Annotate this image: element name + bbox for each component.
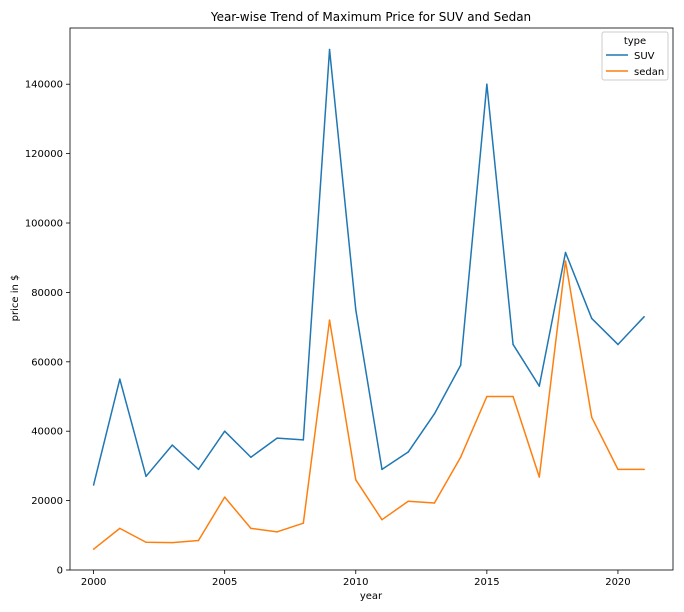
data-point-sedan [433, 502, 436, 504]
data-point-suv [250, 456, 252, 458]
y-tick-label: 120000 [25, 149, 63, 160]
legend-title: type [624, 36, 646, 47]
data-point-sedan [459, 456, 462, 458]
y-tick-label: 140000 [25, 80, 63, 91]
data-point-suv [119, 378, 121, 380]
series-line-suv [92, 48, 645, 486]
data-point-suv [590, 317, 593, 320]
axes-frame [69, 27, 674, 571]
plot-area: 2000 2005 2010 2015 2020 0 20000 40000 60000 8000… [25, 27, 674, 588]
x-tick-label: 2005 [212, 577, 237, 588]
chart-title: Year-wise Trend of Maximum Price for SUV… [210, 10, 531, 24]
data-point-suv [171, 444, 173, 446]
data-point-sedan [276, 531, 278, 533]
data-point-sedan [617, 468, 619, 471]
data-point-sedan [171, 541, 173, 544]
x-tick-label: 2020 [605, 577, 630, 588]
data-point-suv [538, 385, 541, 387]
series-line-sedan [93, 260, 645, 550]
data-point-sedan [512, 395, 514, 398]
legend-label-sedan: sedan [634, 67, 664, 78]
y-tick-label: 20000 [31, 496, 63, 507]
data-point-suv [433, 413, 436, 415]
y-tick-label: 80000 [31, 288, 63, 299]
data-point-sedan [590, 416, 593, 419]
x-tick-label: 2010 [343, 577, 368, 588]
data-point-sedan [381, 518, 383, 521]
data-point-sedan [92, 548, 95, 550]
data-point-suv [355, 309, 357, 311]
data-point-suv [459, 364, 462, 367]
data-point-sedan [302, 522, 305, 524]
y-axis-label: price in $ [10, 275, 21, 322]
data-point-sedan [119, 527, 121, 530]
data-point-suv [328, 48, 331, 51]
data-point-sedan [250, 527, 252, 530]
data-point-sedan [538, 476, 541, 478]
data-point-suv [197, 468, 200, 471]
data-point-sedan [328, 319, 331, 321]
data-point-suv [92, 484, 95, 486]
data-point-sedan [564, 260, 567, 262]
legend: type SUV sedan [601, 31, 669, 81]
data-point-sedan [355, 479, 357, 481]
data-point-suv [643, 315, 645, 318]
data-point-sedan [223, 496, 226, 498]
data-point-suv [381, 468, 383, 471]
x-axis-label: year [360, 591, 383, 602]
y-tick-label: 40000 [31, 427, 63, 438]
legend-label-suv: SUV [634, 51, 655, 62]
data-point-suv [407, 451, 409, 453]
x-tick-label: 2000 [81, 577, 106, 588]
data-point-sedan [145, 541, 147, 543]
y-tick-label: 100000 [25, 219, 63, 230]
legend-box [601, 31, 669, 81]
data-point-suv [276, 437, 278, 439]
data-point-suv [512, 343, 514, 346]
data-point-suv [617, 343, 619, 346]
data-point-suv [564, 251, 567, 254]
data-point-suv [145, 475, 147, 478]
data-point-sedan [407, 500, 409, 503]
y-tick-label: 0 [57, 566, 63, 577]
data-point-sedan [197, 539, 200, 542]
data-point-suv [302, 439, 305, 441]
data-point-sedan [643, 468, 645, 471]
data-point-sedan [486, 395, 488, 398]
x-tick-label: 2015 [474, 577, 499, 588]
data-point-suv [223, 430, 226, 432]
data-point-suv [486, 83, 488, 85]
y-tick-label: 60000 [31, 357, 63, 368]
